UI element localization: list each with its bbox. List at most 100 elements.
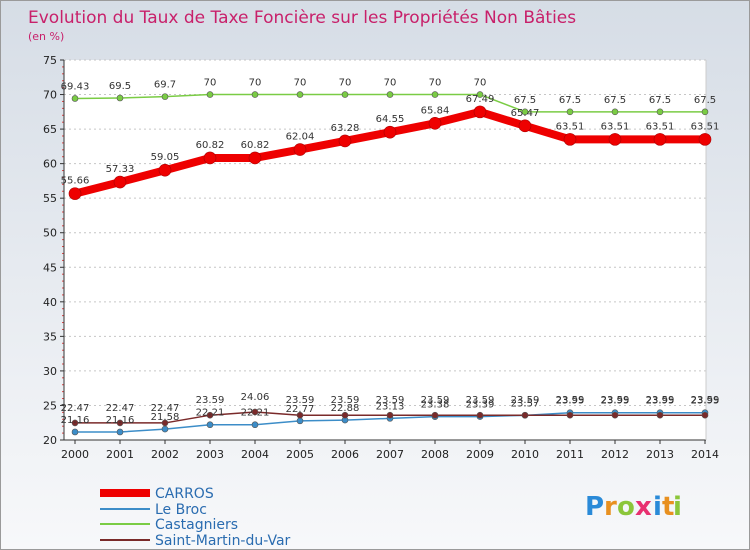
data-point <box>338 134 352 148</box>
data-point <box>116 428 124 436</box>
data-label: 70 <box>339 78 352 89</box>
data-label: 23.59 <box>556 395 585 406</box>
data-point <box>68 187 82 200</box>
data-label: 23.13 <box>376 401 405 412</box>
data-point <box>428 116 442 130</box>
data-label: 59.05 <box>151 152 180 163</box>
data-point <box>473 105 487 119</box>
x-tick-label: 2004 <box>241 448 269 461</box>
data-label: 67.5 <box>604 95 626 106</box>
data-point <box>71 95 79 102</box>
data-point <box>701 411 709 419</box>
legend-label: Le Broc <box>155 502 207 518</box>
y-tick-label: 70 <box>43 89 57 102</box>
data-label: 23.39 <box>466 400 495 411</box>
legend-label: Castagniers <box>155 517 238 533</box>
x-tick-label: 2013 <box>646 448 674 461</box>
x-tick-label: 2005 <box>286 448 314 461</box>
axes: 20 25 30 35 40 45 50 55 60 65 70 75 2000 2001 2002 2003… <box>43 54 719 461</box>
data-point <box>161 425 169 433</box>
data-label: 22.21 <box>196 408 225 419</box>
data-label: 57.33 <box>106 164 135 175</box>
data-label: 70 <box>294 78 307 89</box>
y-tick-label: 50 <box>43 227 57 240</box>
data-label: 63.51 <box>601 121 630 132</box>
data-label: 64.55 <box>376 114 405 125</box>
logo-letter: i <box>653 492 662 522</box>
x-tick-label: 2012 <box>601 448 629 461</box>
logo-letter: t <box>662 492 674 522</box>
logo-letter: x <box>635 492 652 522</box>
data-point <box>698 133 712 146</box>
data-label: 23.59 <box>646 395 675 406</box>
data-point <box>521 411 529 419</box>
data-point <box>341 91 349 98</box>
data-label: 69.5 <box>109 81 131 92</box>
data-point <box>251 421 259 429</box>
x-tick-label: 2002 <box>151 448 179 461</box>
data-label: 70 <box>429 78 442 89</box>
data-label: 24.06 <box>241 392 270 403</box>
data-label: 23.59 <box>421 395 450 406</box>
data-point <box>611 108 619 116</box>
data-label: 23.57 <box>511 398 540 409</box>
data-point <box>341 411 349 419</box>
data-point <box>566 108 574 116</box>
chart-title: Evolution du Taux de Taxe Foncière sur l… <box>28 8 576 28</box>
data-labels: 69.43 69.5 69.7 70 70 70 70 70 70 70 67.5 67.5 67.5 6… <box>61 78 720 426</box>
data-label: 23.59 <box>511 395 540 406</box>
y-tick-label: 35 <box>43 330 57 343</box>
data-point <box>296 417 304 425</box>
y-tick-label: 25 <box>43 399 57 412</box>
data-point <box>566 411 574 419</box>
data-label: 23.95 <box>646 396 675 407</box>
data-label: 62.04 <box>286 132 315 143</box>
x-tick-label: 2008 <box>421 448 449 461</box>
data-label: 63.28 <box>331 123 360 134</box>
data-point <box>251 408 259 416</box>
data-label: 55.66 <box>61 176 90 187</box>
y-tick-label: 20 <box>43 434 57 447</box>
data-point <box>521 108 529 116</box>
x-tick-label: 2006 <box>331 448 359 461</box>
data-point <box>71 419 79 427</box>
data-point <box>158 163 172 177</box>
data-label: 70 <box>474 78 487 89</box>
y-tick-label: 55 <box>43 192 57 205</box>
y-tick-label: 45 <box>43 261 57 274</box>
data-point <box>251 91 259 98</box>
data-point <box>296 411 304 419</box>
data-point <box>116 419 124 427</box>
data-point <box>296 91 304 98</box>
data-point <box>386 411 394 419</box>
y-tick-label: 75 <box>43 54 57 67</box>
data-label: 23.59 <box>196 395 225 406</box>
data-label: 63.51 <box>556 121 585 132</box>
data-point <box>386 91 394 98</box>
legend-label: CARROS <box>155 486 214 502</box>
data-point <box>161 419 169 427</box>
data-label: 23.38 <box>421 400 450 411</box>
data-point <box>383 125 397 139</box>
data-point <box>248 151 262 165</box>
data-label: 23.95 <box>556 396 585 407</box>
data-point <box>71 428 79 436</box>
data-label: 70 <box>249 78 262 89</box>
data-label: 67.5 <box>514 95 536 106</box>
data-label: 22.47 <box>151 403 180 414</box>
data-label: 63.51 <box>646 121 675 132</box>
logo-letter: i <box>673 492 682 522</box>
data-label: 23.59 <box>466 395 495 406</box>
data-point <box>608 133 622 146</box>
x-tick-label: 2001 <box>106 448 134 461</box>
data-label: 21.16 <box>106 415 135 426</box>
y-tick-label: 30 <box>43 365 57 378</box>
legend-label: Saint-Martin-du-Var <box>155 533 291 549</box>
series-group <box>68 91 712 436</box>
x-tick-label: 2011 <box>556 448 584 461</box>
data-label: 22.47 <box>61 403 90 414</box>
data-point <box>293 143 307 156</box>
